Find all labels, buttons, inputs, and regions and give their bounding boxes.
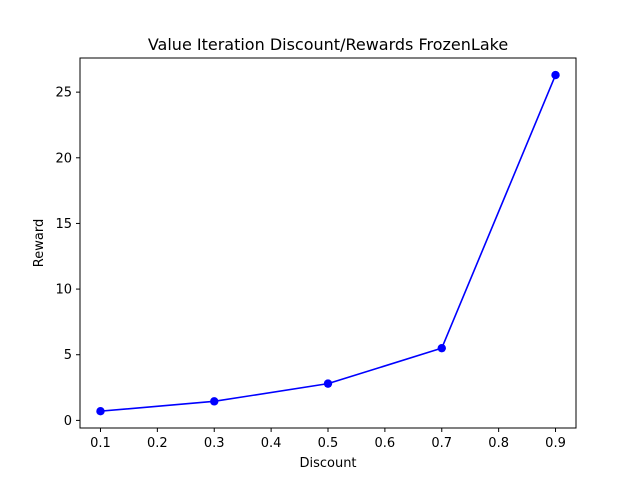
x-tick-label: 0.4: [261, 436, 282, 451]
data-point: [323, 379, 333, 388]
y-axis-label: Reward: [32, 219, 47, 267]
x-tick-label: 0.3: [204, 436, 225, 451]
x-tick-label: 0.8: [488, 436, 509, 451]
chart-title: Value Iteration Discount/Rewards FrozenL…: [148, 35, 508, 54]
x-tick-label: 0.1: [90, 436, 111, 451]
data-point: [210, 397, 219, 406]
data-point: [551, 70, 560, 80]
data-point: [96, 406, 105, 416]
x-tick-label: 0.9: [545, 436, 566, 451]
x-tick-label: 0.6: [375, 436, 396, 451]
x-axis-label: Discount: [299, 456, 356, 471]
plot-frame: [79, 57, 577, 429]
x-ticks: 0.1 0.2 0.3 0.4 0.5 0.6 0.7 0.8 0.9: [90, 428, 566, 451]
x-tick-label: 0.7: [431, 436, 452, 451]
x-tick-label: 0.5: [318, 436, 339, 451]
y-tick-label: 15: [55, 217, 72, 232]
x-tick-label: 0.2: [147, 436, 168, 451]
y-ticks: 0 5 10 15 20 25: [55, 86, 80, 429]
y-tick-label: 5: [64, 348, 72, 363]
y-tick-label: 20: [55, 151, 72, 166]
y-tick-label: 10: [55, 283, 72, 298]
y-tick-label: 0: [64, 414, 72, 429]
y-tick-label: 25: [55, 86, 72, 101]
series-points-group: [96, 70, 560, 416]
data-point: [437, 343, 446, 353]
